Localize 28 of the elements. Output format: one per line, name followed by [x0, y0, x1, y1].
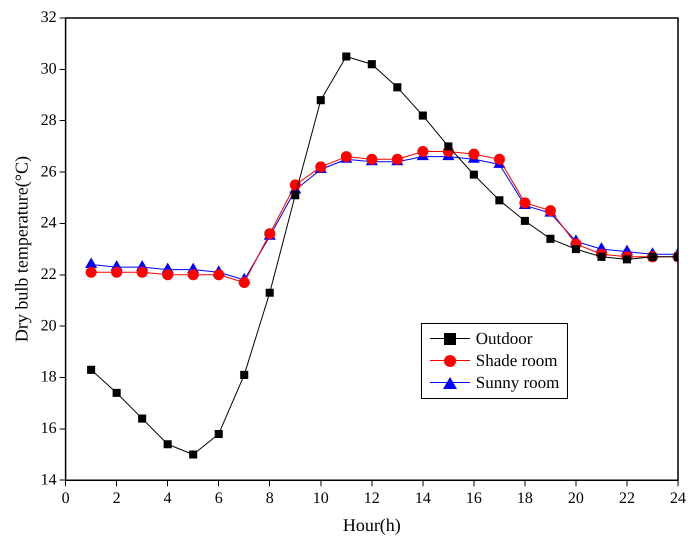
- legend-label: Outdoor: [476, 329, 532, 350]
- y-tick-label: 26: [40, 163, 57, 180]
- x-tick-label: 20: [568, 490, 584, 508]
- x-tick-label: 22: [618, 490, 635, 508]
- y-tick-label: 24: [40, 214, 57, 232]
- y-tick-label: 20: [40, 317, 57, 334]
- y-tick-label: 28: [40, 112, 57, 129]
- y-tick-label: 18: [40, 368, 57, 386]
- y-tick-label: 30: [40, 60, 57, 78]
- x-tick-label: 10: [312, 490, 329, 508]
- x-tick-label: 0: [62, 490, 70, 508]
- x-tick-label: 2: [112, 490, 121, 508]
- x-tick-label: 18: [516, 490, 533, 508]
- x-axis-title: Hour(h): [342, 514, 401, 535]
- y-tick-label: 22: [40, 266, 57, 283]
- x-tick-label: 14: [414, 490, 431, 508]
- x-tick-label: 12: [364, 490, 380, 508]
- y-tick-label: 32: [40, 9, 57, 26]
- x-tick-label: 8: [266, 490, 274, 508]
- legend-label: Shade room: [476, 351, 558, 372]
- legend-label: Sunny room: [476, 373, 560, 394]
- y-axis-title: Dry bulb temperature(°C): [12, 156, 32, 342]
- y-tick-label: 14: [40, 471, 57, 488]
- x-tick-label: 24: [670, 490, 686, 508]
- x-tick-label: 16: [466, 490, 482, 508]
- x-tick-label: 4: [164, 490, 172, 508]
- x-tick-label: 6: [214, 490, 223, 508]
- y-tick-label: 16: [40, 420, 57, 438]
